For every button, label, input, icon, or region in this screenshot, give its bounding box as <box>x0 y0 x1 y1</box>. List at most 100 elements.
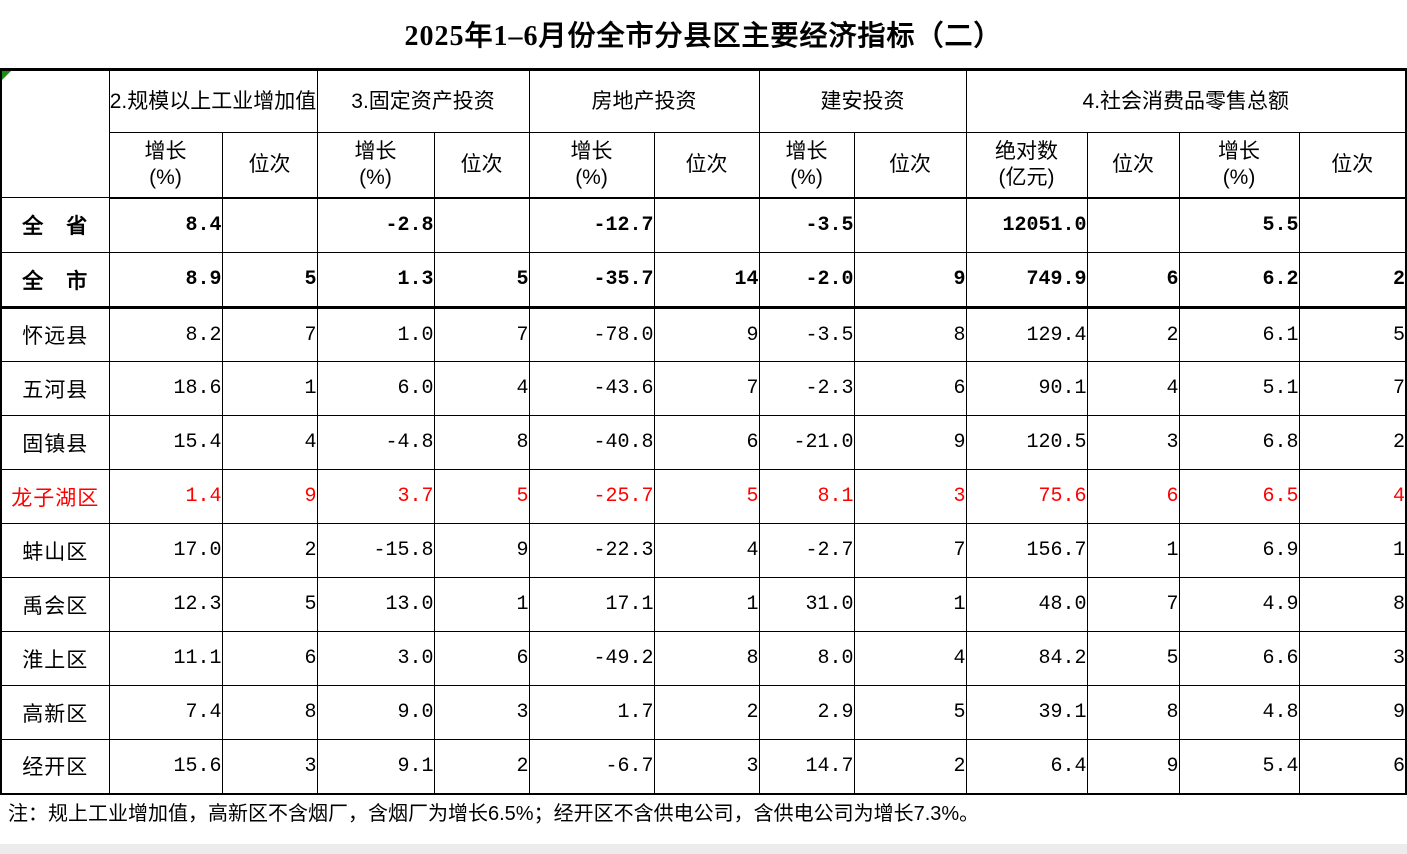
data-cell[interactable]: 9 <box>1086 739 1180 794</box>
group-header-fixed-investment[interactable]: 3.固定资产投资 <box>316 69 530 133</box>
data-cell[interactable]: 7 <box>853 523 967 578</box>
data-cell[interactable]: 31.0 <box>758 577 855 632</box>
data-cell[interactable]: 90.1 <box>965 361 1088 416</box>
data-cell[interactable]: -2.0 <box>758 252 855 309</box>
data-cell[interactable]: -4.8 <box>316 415 435 470</box>
data-cell[interactable]: 9 <box>653 307 760 362</box>
row-label[interactable]: 全 市 <box>0 252 110 309</box>
data-cell[interactable]: 12.3 <box>108 577 223 632</box>
data-cell[interactable]: -3.5 <box>758 197 855 253</box>
data-cell[interactable]: 1 <box>433 577 530 632</box>
data-cell[interactable]: 7 <box>221 307 318 362</box>
data-cell[interactable]: 6 <box>653 415 760 470</box>
data-cell[interactable]: 2 <box>433 739 530 794</box>
data-cell[interactable]: -78.0 <box>528 307 655 362</box>
data-cell[interactable]: 1.7 <box>528 685 655 740</box>
data-cell[interactable]: 4.9 <box>1178 577 1300 632</box>
group-header-construction-investment[interactable]: 建安投资 <box>758 69 967 133</box>
data-cell[interactable]: -21.0 <box>758 415 855 470</box>
data-cell[interactable]: 8 <box>433 415 530 470</box>
data-cell[interactable]: 4 <box>433 361 530 416</box>
data-cell[interactable]: 1 <box>653 577 760 632</box>
data-cell[interactable]: 4 <box>853 631 967 686</box>
data-cell[interactable]: 1.3 <box>316 252 435 309</box>
data-cell[interactable]: -15.8 <box>316 523 435 578</box>
data-cell[interactable]: 749.9 <box>965 252 1088 309</box>
data-cell[interactable]: 8.0 <box>758 631 855 686</box>
data-cell[interactable]: 15.4 <box>108 415 223 470</box>
data-cell[interactable]: 6 <box>853 361 967 416</box>
data-cell[interactable]: 8.2 <box>108 307 223 362</box>
sub-header-cell[interactable]: 增长 (%) <box>528 132 655 199</box>
data-cell[interactable]: 5 <box>853 685 967 740</box>
data-cell[interactable] <box>853 197 967 253</box>
corner-cell[interactable] <box>0 69 110 198</box>
data-cell[interactable]: 4 <box>653 523 760 578</box>
group-header-realestate-investment[interactable]: 房地产投资 <box>528 69 760 133</box>
data-cell[interactable]: -6.7 <box>528 739 655 794</box>
data-cell[interactable]: -3.5 <box>758 307 855 362</box>
data-cell[interactable]: 13.0 <box>316 577 435 632</box>
group-header-industry[interactable]: 2.规模以上工业增加值 <box>108 69 318 133</box>
data-cell[interactable]: -35.7 <box>528 252 655 309</box>
data-cell[interactable]: 5.1 <box>1178 361 1300 416</box>
data-cell[interactable]: 2 <box>1298 252 1407 309</box>
data-cell[interactable]: 7 <box>1086 577 1180 632</box>
row-label[interactable]: 淮上区 <box>0 631 110 686</box>
data-cell[interactable]: -43.6 <box>528 361 655 416</box>
data-cell[interactable]: 129.4 <box>965 307 1088 362</box>
data-cell[interactable]: 8.4 <box>108 197 223 253</box>
data-cell[interactable]: 2.9 <box>758 685 855 740</box>
sub-header-cell[interactable]: 增长 (%) <box>758 132 855 199</box>
data-cell[interactable]: 4.8 <box>1178 685 1300 740</box>
data-cell[interactable]: 7 <box>1298 361 1407 416</box>
data-cell[interactable]: 6.8 <box>1178 415 1300 470</box>
data-cell[interactable]: -22.3 <box>528 523 655 578</box>
data-cell[interactable]: 84.2 <box>965 631 1088 686</box>
data-cell[interactable]: 8.1 <box>758 469 855 524</box>
data-cell[interactable]: 3 <box>1298 631 1407 686</box>
data-cell[interactable]: 2 <box>853 739 967 794</box>
data-cell[interactable]: 156.7 <box>965 523 1088 578</box>
data-cell[interactable]: 5 <box>653 469 760 524</box>
data-cell[interactable]: 3.0 <box>316 631 435 686</box>
data-cell[interactable] <box>221 197 318 253</box>
data-cell[interactable]: 1 <box>1298 523 1407 578</box>
data-cell[interactable]: 8 <box>1298 577 1407 632</box>
sub-header-cell[interactable]: 位次 <box>1298 132 1407 199</box>
data-cell[interactable]: 14.7 <box>758 739 855 794</box>
data-cell[interactable]: 1 <box>853 577 967 632</box>
sub-header-cell[interactable]: 增长 (%) <box>1178 132 1300 199</box>
data-cell[interactable]: 8.9 <box>108 252 223 309</box>
data-cell[interactable]: 9 <box>853 415 967 470</box>
sub-header-cell[interactable]: 绝对数 (亿元) <box>965 132 1088 199</box>
data-cell[interactable]: 2 <box>221 523 318 578</box>
data-cell[interactable]: 6 <box>1298 739 1407 794</box>
data-cell[interactable]: 6.6 <box>1178 631 1300 686</box>
data-cell[interactable]: 1 <box>1086 523 1180 578</box>
data-cell[interactable]: 5 <box>433 469 530 524</box>
data-cell[interactable]: 8 <box>221 685 318 740</box>
data-cell[interactable]: 48.0 <box>965 577 1088 632</box>
row-label[interactable]: 蚌山区 <box>0 523 110 578</box>
row-label[interactable]: 经开区 <box>0 739 110 794</box>
sub-header-cell[interactable]: 位次 <box>1086 132 1180 199</box>
data-cell[interactable]: 14 <box>653 252 760 309</box>
data-cell[interactable]: 120.5 <box>965 415 1088 470</box>
data-cell[interactable]: 11.1 <box>108 631 223 686</box>
data-cell[interactable]: 3 <box>221 739 318 794</box>
data-cell[interactable]: 9.1 <box>316 739 435 794</box>
data-cell[interactable]: 9 <box>433 523 530 578</box>
data-cell[interactable]: 18.6 <box>108 361 223 416</box>
data-cell[interactable]: 1.4 <box>108 469 223 524</box>
data-cell[interactable] <box>1298 197 1407 253</box>
data-cell[interactable]: 12051.0 <box>965 197 1088 253</box>
data-cell[interactable]: 1 <box>221 361 318 416</box>
data-cell[interactable]: 8 <box>853 307 967 362</box>
row-label[interactable]: 禹会区 <box>0 577 110 632</box>
data-cell[interactable]: 5 <box>1086 631 1180 686</box>
data-cell[interactable]: 5 <box>221 577 318 632</box>
row-label[interactable]: 龙子湖区 <box>0 469 110 524</box>
data-cell[interactable]: 8 <box>1086 685 1180 740</box>
data-cell[interactable]: 15.6 <box>108 739 223 794</box>
